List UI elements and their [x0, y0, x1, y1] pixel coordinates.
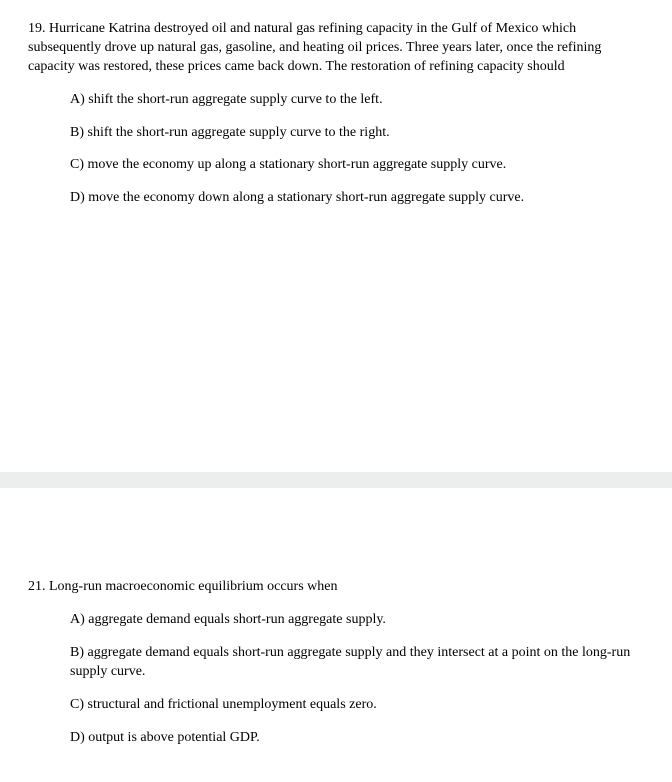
question-19-option-b: B) shift the short-run aggregate supply … [70, 124, 644, 143]
question-19-option-c: C) move the economy up along a stationar… [70, 156, 644, 175]
question-19-option-a: A) shift the short-run aggregate supply … [70, 91, 644, 110]
question-19-options: A) shift the short-run aggregate supply … [28, 91, 644, 209]
question-21-block: 21. Long-run macroeconomic equilibrium o… [0, 488, 672, 781]
question-19-option-d: D) move the economy down along a station… [70, 189, 644, 208]
question-21-option-d: D) output is above potential GDP. [70, 729, 644, 748]
question-21-options: A) aggregate demand equals short-run agg… [28, 611, 644, 747]
question-21-option-c: C) structural and frictional unemploymen… [70, 696, 644, 715]
section-divider [0, 472, 672, 488]
spacer [28, 508, 644, 578]
question-21-stem: 21. Long-run macroeconomic equilibrium o… [28, 578, 644, 597]
question-21-option-a: A) aggregate demand equals short-run agg… [70, 611, 644, 630]
spacer [28, 222, 644, 452]
question-19-block: 19. Hurricane Katrina destroyed oil and … [0, 0, 672, 472]
question-21-option-b: B) aggregate demand equals short-run agg… [70, 644, 644, 682]
question-19-stem: 19. Hurricane Katrina destroyed oil and … [28, 20, 644, 77]
